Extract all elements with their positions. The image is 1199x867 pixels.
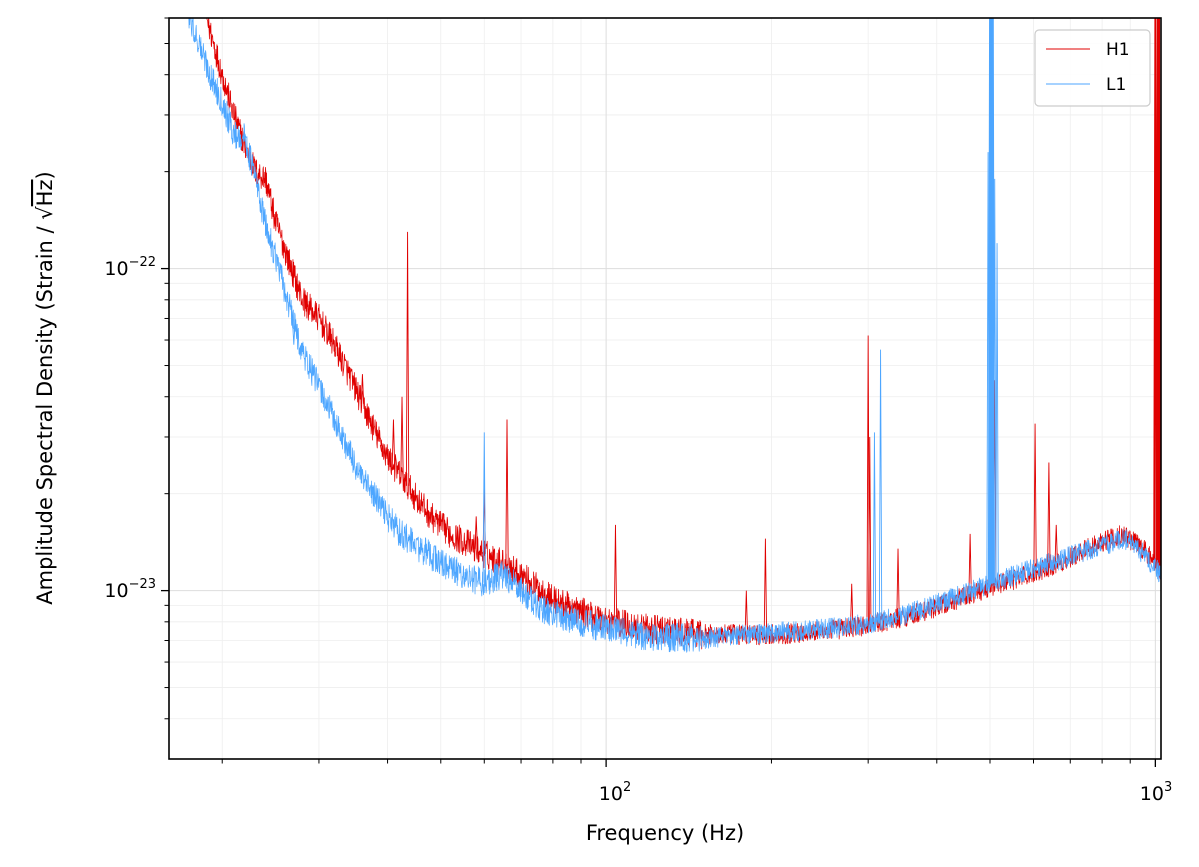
y-tick-label-1e-22-exp: −22 <box>129 255 156 270</box>
series-l1 <box>187 18 1161 653</box>
minor-grid <box>169 17 1161 759</box>
spectral-line <box>360 374 365 404</box>
series-line-l1 <box>187 18 1161 653</box>
spectral-line <box>850 583 854 628</box>
x-tick-label-100-exp: 2 <box>623 780 631 795</box>
y-tick-label-1e-22: 10−22 <box>104 255 156 280</box>
y-axis-label-main: Amplitude Spectral Density (Strain / <box>33 220 57 605</box>
spectral-line <box>482 432 486 583</box>
y-tick-label-1e-23: 10−23 <box>104 577 156 602</box>
legend-label-l1: L1 <box>1106 75 1126 95</box>
spectral-line <box>990 18 995 583</box>
spectral-line <box>896 548 900 619</box>
spectral-line <box>744 590 748 635</box>
x-tick-label-1000-base: 10 <box>1140 783 1164 805</box>
spectral-line <box>505 419 509 566</box>
series-line-h1 <box>206 18 1161 650</box>
spectral-line <box>292 322 296 345</box>
spectral-line <box>1033 423 1037 573</box>
spectral-line <box>868 436 872 625</box>
x-tick-label-100: 102 <box>599 780 631 805</box>
spectral-line <box>405 231 410 486</box>
spectral-line <box>613 524 618 623</box>
x-tick-label-1000-exp: 3 <box>1164 780 1172 795</box>
spectral-line <box>1047 462 1051 567</box>
x-axis-label: Frequency (Hz) <box>586 821 744 845</box>
spectral-line <box>400 396 404 479</box>
spectral-line <box>1054 524 1058 564</box>
spectral-line <box>379 444 384 452</box>
major-grid <box>169 18 1161 759</box>
series-layer <box>187 18 1161 653</box>
spectral-line <box>763 538 768 635</box>
x-tick-label-1000: 103 <box>1140 780 1172 805</box>
y-axis-label-text: Amplitude Spectral Density (Strain / √Hz… <box>33 171 57 604</box>
y-tick-label-1e-23-base: 10 <box>104 580 128 602</box>
y-tick-label-1e-23-exp: −23 <box>129 577 156 592</box>
spectral-line <box>872 432 877 623</box>
legend-label-h1: H1 <box>1106 40 1130 60</box>
spectral-line <box>391 419 396 466</box>
legend: H1 L1 <box>1034 29 1151 107</box>
spectral-line <box>243 133 247 138</box>
spectral-line <box>993 178 997 583</box>
x-tick-labels: 102 103 <box>599 780 1172 805</box>
x-tick-label-100-base: 10 <box>599 783 623 805</box>
spectral-line <box>1157 18 1161 569</box>
spectral-line <box>474 516 478 549</box>
series-h1 <box>206 18 1161 650</box>
spectral-line <box>878 349 883 621</box>
plot-frame <box>168 17 1162 760</box>
y-axis-label-close: ) <box>33 171 57 179</box>
spectral-line <box>968 533 972 595</box>
y-axis-label: Amplitude Spectral Density (Strain / √Hz… <box>33 171 57 604</box>
y-axis-label-sqrt: √ <box>33 206 57 220</box>
y-axis-label-hz: Hz <box>33 179 57 206</box>
legend-box <box>1034 29 1151 107</box>
y-tick-label-1e-22-base: 10 <box>104 258 128 280</box>
y-tick-labels: 10−22 10−23 <box>104 255 156 602</box>
spectral-line <box>995 243 999 582</box>
tick-marks <box>161 17 1156 767</box>
